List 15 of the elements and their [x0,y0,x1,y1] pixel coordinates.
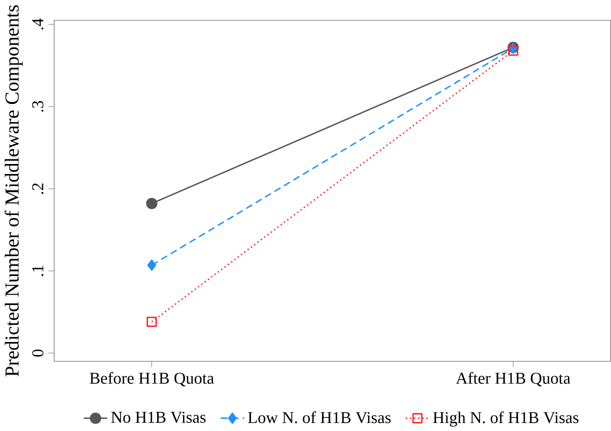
x-tick-label: After H1B Quota [456,372,570,387]
y-tick-label: .2 [32,184,44,194]
point [508,46,518,56]
y-tick-label: .3 [32,101,44,112]
point [146,198,158,210]
y-tick-label: .4 [32,18,44,30]
legend-label: High N. of H1B Visas [433,412,578,427]
point [147,260,156,271]
y-tick-label: 0 [32,350,44,357]
point [146,316,157,328]
y-axis-title: Predicted Number of Middleware Components [4,5,23,377]
x-tick-label: Before H1B Quota [90,372,214,387]
y-tick-label: .1 [32,266,44,276]
legend-label: Low N. of H1B Visas [248,412,391,424]
legend-label: No H1B Visas [111,412,206,424]
